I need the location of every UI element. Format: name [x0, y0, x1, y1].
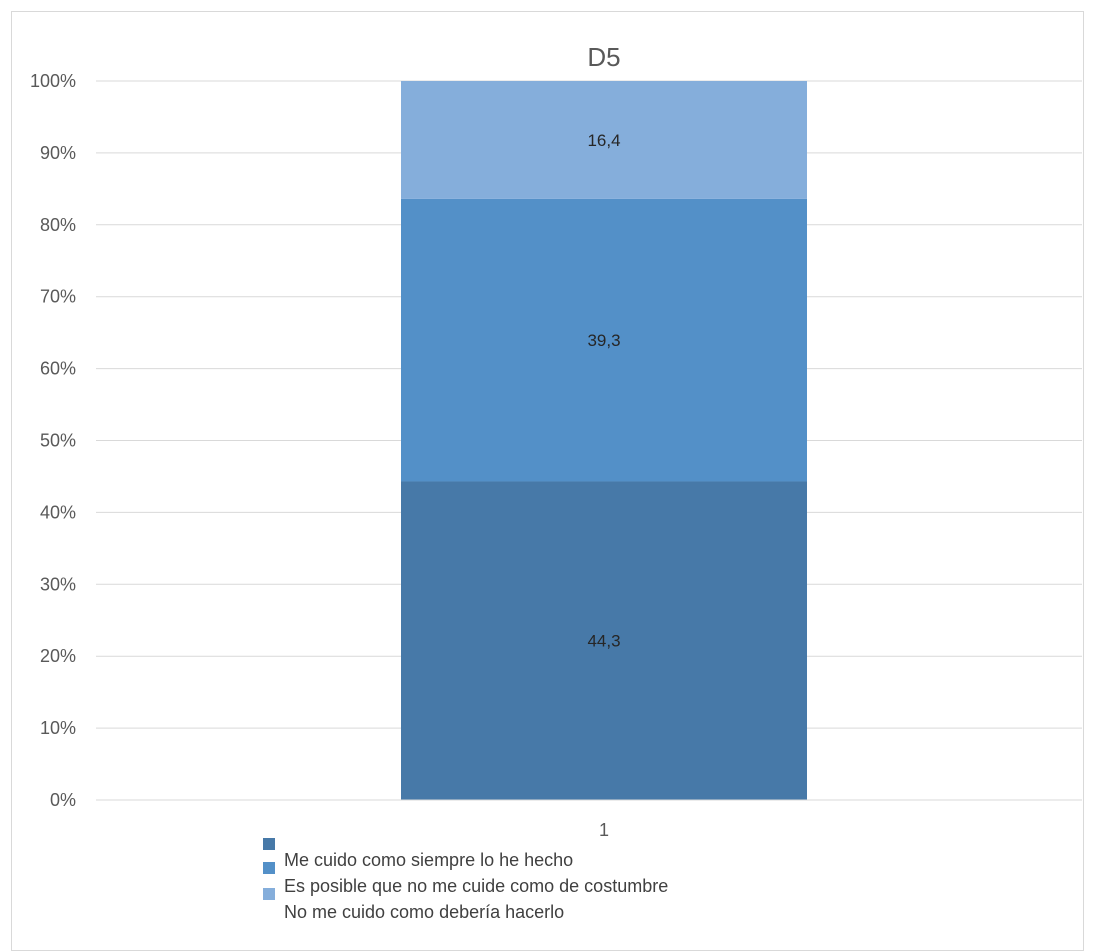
legend-label-3: No me cuido como debería hacerlo: [284, 902, 565, 922]
bar-segments: [401, 81, 807, 800]
y-tick-label: 30%: [40, 574, 76, 594]
y-tick-label: 0%: [50, 790, 76, 810]
data-label-1: 44,3: [587, 632, 620, 651]
x-axis-tick-label: 1: [599, 820, 609, 840]
legend-label-1: Me cuido como siempre lo he hecho: [284, 850, 574, 870]
bar-segment-1: [401, 481, 807, 800]
y-tick-label: 40%: [40, 502, 76, 522]
y-tick-label: 80%: [40, 215, 76, 235]
data-label-3: 16,4: [587, 131, 620, 150]
y-tick-label: 90%: [40, 143, 76, 163]
legend-swatch-1: [263, 838, 275, 850]
y-axis-ticks: 0% 10% 20% 30% 40% 50% 60% 70% 80% 90% 100%: [30, 71, 76, 810]
y-tick-label: 60%: [40, 359, 76, 379]
legend-swatch-2: [263, 862, 275, 874]
data-label-2: 39,3: [587, 331, 620, 350]
legend-label-2: Es posible que no me cuide como de costu…: [284, 876, 669, 896]
legend-swatch-3: [263, 888, 275, 900]
data-labels: 44,3 39,3 16,4: [587, 131, 620, 651]
y-tick-label: 100%: [30, 71, 76, 91]
bar-segment-3: [401, 81, 807, 199]
y-tick-label: 10%: [40, 718, 76, 738]
y-tick-label: 70%: [40, 287, 76, 307]
y-tick-label: 20%: [40, 646, 76, 666]
bar-segment-2: [401, 198, 807, 482]
y-tick-label: 50%: [40, 431, 76, 451]
chart-title: D5: [587, 42, 620, 72]
